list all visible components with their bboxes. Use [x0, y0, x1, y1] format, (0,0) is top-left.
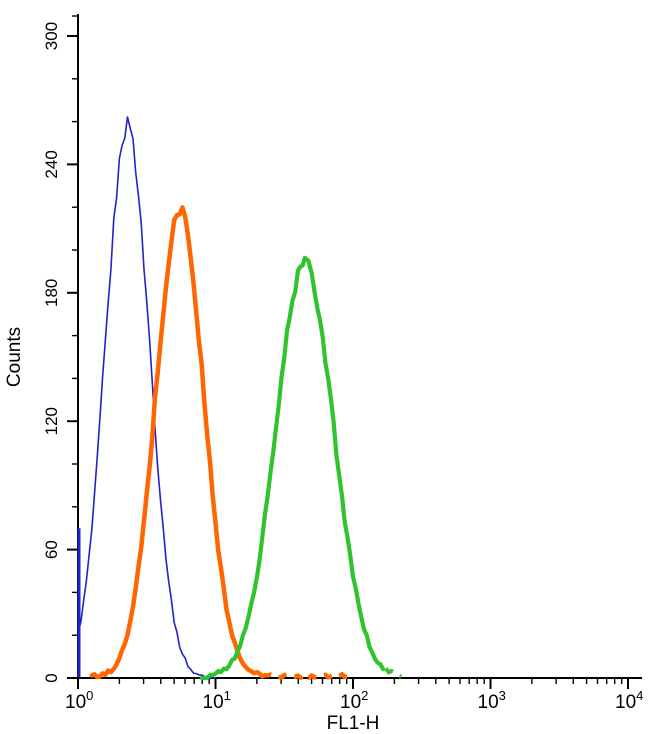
x-tick-exponent: 4	[636, 688, 643, 703]
x-tick-label: 104	[615, 688, 643, 713]
x-tick-label: 103	[478, 688, 506, 713]
x-tick-base: 10	[615, 692, 636, 713]
x-tick-base: 10	[203, 692, 224, 713]
y-tick-label: 60	[42, 540, 61, 559]
green-histogram-curve	[199, 255, 386, 681]
x-tick-label: 101	[203, 688, 231, 713]
y-tick-label: 120	[42, 407, 61, 435]
y-tick-label: 0	[42, 673, 61, 682]
x-tick-exponent: 1	[224, 688, 231, 703]
y-tick-label: 180	[42, 279, 61, 307]
x-tick-exponent: 2	[361, 688, 368, 703]
x-tick-exponent: 0	[86, 688, 93, 703]
x-axis-label: FL1-H	[327, 713, 380, 734]
histogram-curves	[77, 116, 402, 681]
x-tick-label: 102	[340, 688, 368, 713]
y-tick-label: 300	[42, 22, 61, 50]
x-tick-exponent: 3	[499, 688, 506, 703]
x-tick-base: 10	[340, 692, 361, 713]
green-histogram-dashed-tail	[384, 667, 402, 679]
x-tick-base: 10	[65, 692, 86, 713]
orange-histogram-curve	[89, 205, 265, 680]
x-tick-base: 10	[478, 692, 499, 713]
blue-histogram-curve	[77, 116, 217, 679]
y-axis-label: Counts	[4, 327, 25, 387]
x-tick-label: 100	[65, 688, 93, 713]
y-tick-label: 240	[42, 150, 61, 178]
